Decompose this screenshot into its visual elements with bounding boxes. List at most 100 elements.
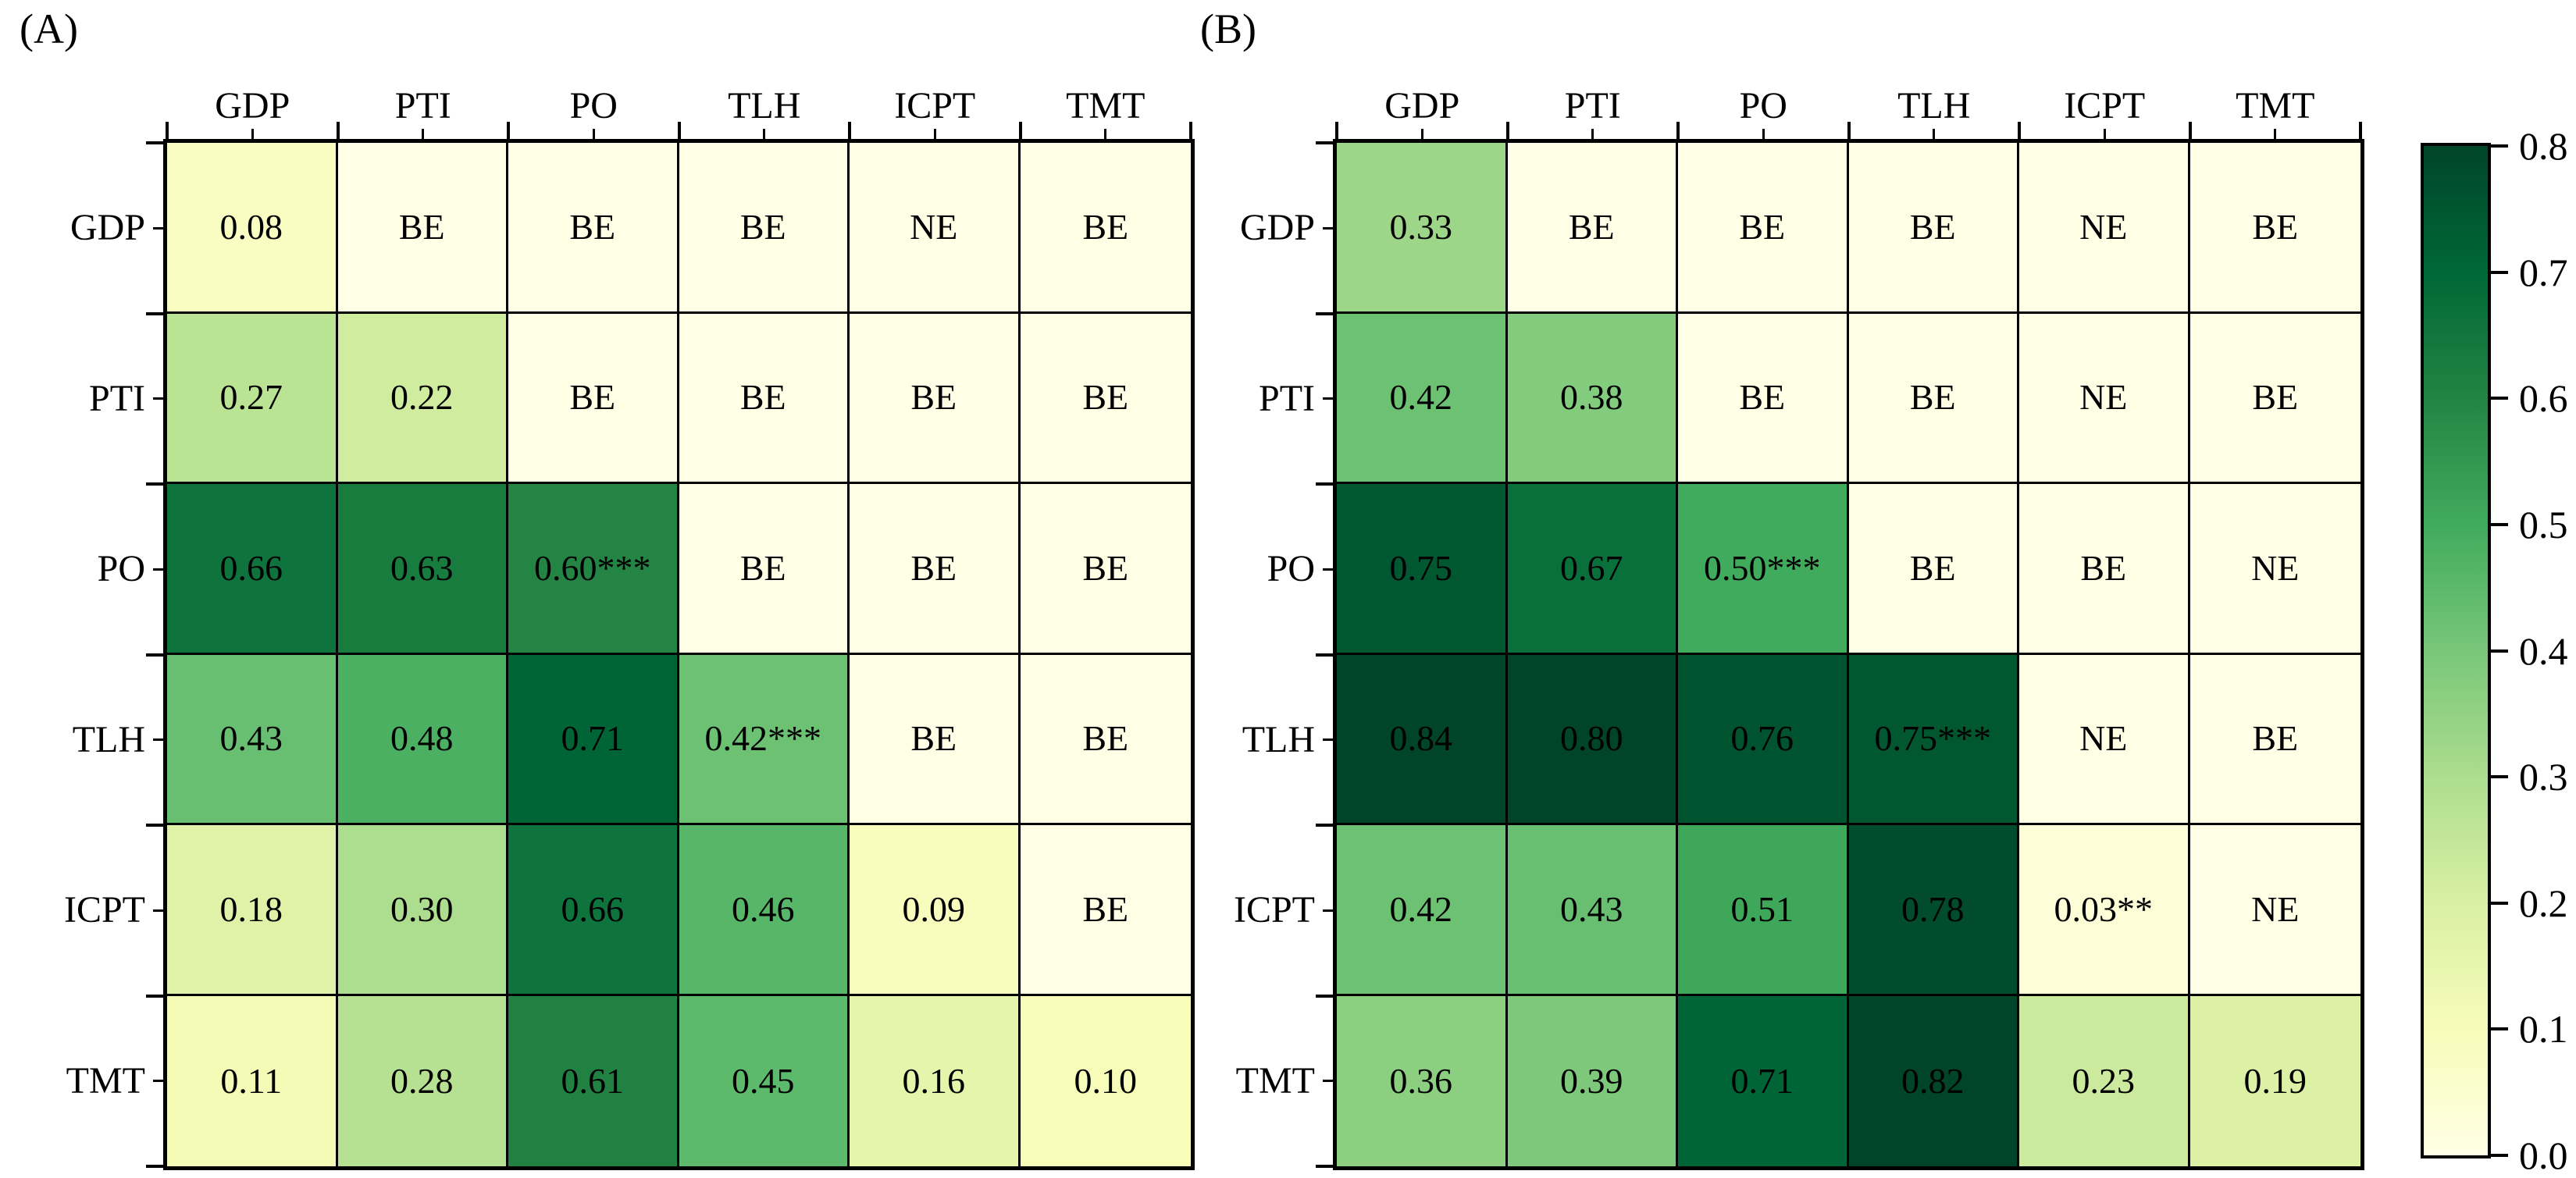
heatmap-cell: 0.78: [1848, 825, 2019, 996]
heatmap-cell: BE: [1848, 484, 2019, 655]
top-axis-center-tick: [763, 129, 766, 139]
heatmap-cell: 0.45: [679, 995, 850, 1166]
heatmap-cell: 0.28: [337, 995, 508, 1166]
heatmap-cell: BE: [850, 313, 1021, 484]
cell-value: 0.82: [1901, 1060, 1965, 1101]
top-axis-boundary-tick: [1676, 122, 1680, 139]
cell-value: 0.36: [1389, 1060, 1453, 1101]
heatmap-cell: BE: [1020, 143, 1191, 314]
heatmap-cell: 0.42***: [679, 654, 850, 825]
left-axis-boundary-tick: [146, 653, 163, 657]
left-axis-center-tick: [153, 397, 163, 400]
cell-value: 0.28: [390, 1060, 454, 1101]
cell-value: 0.71: [1730, 1060, 1794, 1101]
left-axis-center-tick: [1323, 397, 1333, 400]
heatmap-cell: BE: [1678, 143, 1849, 314]
x-axis-label-A: ICPT: [894, 85, 976, 126]
cell-value: 0.48: [390, 718, 454, 759]
colorbar-gradient: [2424, 146, 2488, 1155]
top-axis-center-tick: [251, 129, 254, 139]
heatmap-cell: 0.61: [508, 995, 679, 1166]
cell-value: 0.11: [220, 1060, 283, 1101]
left-axis-center-tick: [153, 568, 163, 571]
heatmap-B: 0.33 BE BE BE NE BE 0.42 0.38 BE BE NE BE 0.75 0.67 0.…: [1333, 139, 2364, 1170]
heatmap-cell: 0.33: [1337, 143, 1508, 314]
colorbar-tick: [2488, 144, 2508, 148]
x-axis-label-B: ICPT: [2064, 85, 2146, 126]
colorbar-tick-label: 0.2: [2519, 881, 2568, 925]
cell-value: 0.84: [1389, 718, 1453, 759]
heatmap-cell: BE: [1848, 143, 2019, 314]
cell-value: NE: [2251, 547, 2300, 588]
heatmap-cell: 0.66: [167, 484, 338, 655]
panel-a-title: (A): [20, 5, 78, 52]
heatmap-cell: 0.10: [1020, 995, 1191, 1166]
heatmap-cell: BE: [1020, 484, 1191, 655]
y-axis-label-A: GDP: [69, 207, 145, 249]
top-axis-boundary-tick: [2359, 122, 2362, 139]
cell-value: 0.27: [219, 377, 283, 418]
heatmap-cell: BE: [679, 143, 850, 314]
top-axis-boundary-tick: [1335, 122, 1338, 139]
cell-value: BE: [739, 377, 786, 418]
heatmap-cell: BE: [2019, 484, 2190, 655]
heatmap-cell: NE: [2019, 313, 2190, 484]
heatmap-cell: BE: [1848, 313, 2019, 484]
colorbar-tick: [2488, 1154, 2508, 1157]
heatmap-cell: 0.71: [1678, 995, 1849, 1166]
top-axis-center-tick: [1104, 129, 1107, 139]
heatmap-cell: BE: [2189, 654, 2360, 825]
cell-value: BE: [910, 718, 957, 759]
cell-value: BE: [2252, 377, 2299, 418]
cell-value: 0.51: [1730, 888, 1794, 929]
top-axis-boundary-tick: [1189, 122, 1192, 139]
heatmap-cell: 0.27: [167, 313, 338, 484]
cell-value: 0.10: [1074, 1060, 1138, 1101]
colorbar-tick: [2488, 270, 2508, 274]
heatmap-cell: 0.71: [508, 654, 679, 825]
left-axis-boundary-tick: [146, 824, 163, 827]
cell-value: NE: [2251, 888, 2300, 929]
colorbar-tick-label: 0.3: [2519, 755, 2568, 799]
cell-value: 0.61: [561, 1060, 625, 1101]
heatmap-cell: 0.18: [167, 825, 338, 996]
heatmap-cell: 0.84: [1337, 654, 1508, 825]
y-axis-label-B: TMT: [1235, 1059, 1315, 1101]
cell-value: 0.42***: [704, 718, 822, 759]
left-axis-center-tick: [1323, 738, 1333, 742]
top-axis-boundary-tick: [166, 122, 169, 139]
y-axis-label-A: TLH: [72, 718, 145, 760]
top-axis-center-tick: [592, 129, 595, 139]
cell-value: 0.38: [1560, 377, 1623, 418]
heatmap-cell: 0.67: [1507, 484, 1678, 655]
top-axis-boundary-tick: [848, 122, 851, 139]
left-axis-boundary-tick: [1316, 311, 1333, 315]
y-axis-label-B: ICPT: [1233, 889, 1315, 931]
heatmap-cell: 0.42: [1337, 825, 1508, 996]
cell-value: 0.80: [1560, 718, 1623, 759]
cell-value: BE: [2080, 547, 2127, 588]
cell-value: 0.30: [390, 888, 454, 929]
cell-value: 0.60***: [534, 547, 651, 588]
left-axis-center-tick: [1323, 1080, 1333, 1083]
top-axis-boundary-tick: [2018, 122, 2021, 139]
left-axis-boundary-tick: [146, 311, 163, 315]
colorbar-tick-label: 0.5: [2519, 502, 2568, 546]
cell-value: 0.67: [1560, 547, 1623, 588]
left-axis-center-tick: [1323, 909, 1333, 912]
cell-value: 0.08: [219, 206, 283, 247]
heatmap-cell: BE: [1020, 654, 1191, 825]
heatmap-cell: 0.51: [1678, 825, 1849, 996]
heatmap-cell: 0.38: [1507, 313, 1678, 484]
left-axis-boundary-tick: [1316, 1165, 1333, 1168]
x-axis-label-B: TLH: [1897, 85, 1971, 126]
x-axis-label-A: TMT: [1066, 85, 1145, 126]
top-axis-center-tick: [1420, 129, 1423, 139]
top-axis-center-tick: [1591, 129, 1594, 139]
top-axis-boundary-tick: [1018, 122, 1022, 139]
cell-value: BE: [1082, 718, 1129, 759]
cell-value: NE: [910, 206, 958, 247]
heatmap-cell: 0.03**: [2019, 825, 2190, 996]
heatmap-cell: BE: [2189, 313, 2360, 484]
cell-value: 0.66: [219, 547, 283, 588]
